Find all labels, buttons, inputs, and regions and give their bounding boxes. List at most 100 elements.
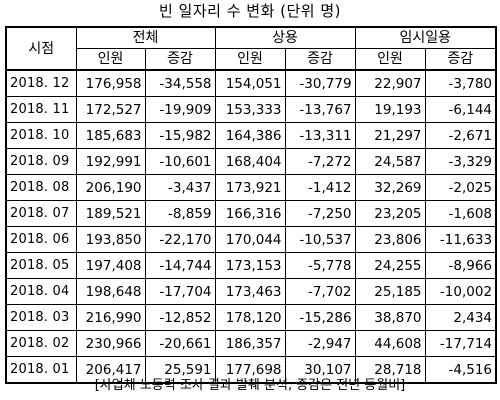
table-row: 2018. 08 206,190 -3,437 173,921 -1,412 32,269… (5, 174, 497, 201)
sub-header: 증감 (284, 48, 356, 71)
value-cell: -15,286 (284, 304, 356, 331)
sub-header: 증감 (144, 48, 216, 71)
value-cell: -14,744 (144, 252, 216, 279)
value-cell: -11,633 (424, 226, 497, 253)
value-cell: 206,417 (75, 356, 146, 384)
period-header: 시점 (5, 26, 77, 71)
period-cell: 2018. 04 (5, 278, 77, 305)
table-row: 2018. 12 176,958 -34,558 154,051 -30,779 22,9… (5, 69, 497, 97)
value-cell: -10,601 (144, 148, 216, 175)
table-row: 2018. 04 198,648 -17,704 173,463 -7,702 25,18… (5, 278, 497, 305)
value-cell: -15,982 (144, 122, 216, 149)
value-cell: -19,909 (144, 96, 216, 123)
value-cell: 164,386 (214, 122, 286, 149)
table-row: 2018. 10 185,683 -15,982 164,386 -13,311 21,2… (5, 122, 497, 149)
value-cell: 206,190 (75, 174, 146, 201)
value-cell: 189,521 (75, 200, 146, 227)
period-cell: 2018. 02 (5, 330, 77, 357)
period-cell: 2018. 06 (5, 226, 77, 253)
value-cell: -6,144 (424, 96, 497, 123)
table-row: 2018. 11 172,527 -19,909 153,333 -13,767 19,1… (5, 96, 497, 123)
sub-header: 인원 (214, 48, 286, 71)
period-cell: 2018. 10 (5, 122, 77, 149)
value-cell: -22,170 (144, 226, 216, 253)
value-cell: 216,990 (75, 304, 146, 331)
value-cell: -30,779 (284, 69, 356, 97)
value-cell: -10,537 (284, 226, 356, 253)
value-cell: 24,587 (354, 148, 426, 175)
table-row: 2018. 06 193,850 -22,170 170,044 -10,537 23,8… (5, 226, 497, 253)
sub-header: 인원 (354, 48, 426, 71)
value-cell: -2,671 (424, 122, 497, 149)
period-cell: 2018. 07 (5, 200, 77, 227)
value-cell: 44,608 (354, 330, 426, 357)
value-cell: 25,185 (354, 278, 426, 305)
header-row-groups: 시점 전체 상용 임시일용 (5, 26, 497, 71)
value-cell: -17,714 (424, 330, 497, 357)
value-cell: 198,648 (75, 278, 146, 305)
value-cell: 173,921 (214, 174, 286, 201)
value-cell: -10,002 (424, 278, 497, 305)
value-cell: -7,702 (284, 278, 356, 305)
value-cell: 32,269 (354, 174, 426, 201)
value-cell: 186,357 (214, 330, 286, 357)
value-cell: 19,193 (354, 96, 426, 123)
value-cell: 22,907 (354, 69, 426, 97)
period-cell: 2018. 09 (5, 148, 77, 175)
vacancy-table: 시점 전체 상용 임시일용 인원 증감 인원 증감 인원 증감 2018. 12… (5, 26, 498, 384)
value-cell: 185,683 (75, 122, 146, 149)
value-cell: -7,250 (284, 200, 356, 227)
value-cell: -3,329 (424, 148, 497, 175)
value-cell: 168,404 (214, 148, 286, 175)
value-cell: 24,255 (354, 252, 426, 279)
header-row-sub: 인원 증감 인원 증감 인원 증감 (6, 48, 497, 71)
period-cell: 2018. 12 (5, 69, 77, 97)
value-cell: 166,316 (214, 200, 286, 227)
value-cell: -1,412 (284, 174, 356, 201)
table-title: 빈 일자리 수 변화 (단위 명) (158, 2, 342, 20)
value-cell: -2,947 (284, 330, 356, 357)
footnote: [사업체 노동력 조사 결과 발췌 분석, 증감은 전년 동월비] (94, 378, 406, 393)
value-cell: -17,704 (144, 278, 216, 305)
value-cell: 192,991 (75, 148, 146, 175)
value-cell: 38,870 (354, 304, 426, 331)
value-cell: 23,205 (354, 200, 426, 227)
value-cell: 154,051 (214, 69, 286, 97)
value-cell: -7,272 (284, 148, 356, 175)
value-cell: 21,297 (354, 122, 426, 149)
value-cell: 172,527 (75, 96, 146, 123)
value-cell: 23,806 (354, 226, 426, 253)
period-cell: 2018. 11 (5, 96, 77, 123)
value-cell: 230,966 (75, 330, 146, 357)
value-cell: 173,463 (214, 278, 286, 305)
value-cell: 193,850 (75, 226, 146, 253)
table-row: 2018. 05 197,408 -14,744 173,153 -5,778 24,25… (5, 252, 497, 279)
sub-header: 증감 (424, 48, 497, 71)
value-cell: 176,958 (75, 69, 146, 97)
group-header-total: 전체 (75, 26, 216, 49)
value-cell: -2,025 (424, 174, 497, 201)
value-cell: -5,778 (284, 252, 356, 279)
value-cell: 170,044 (214, 226, 286, 253)
table-body: 2018. 12 176,958 -34,558 154,051 -30,779 22,9… (5, 69, 497, 384)
value-cell: -1,608 (424, 200, 497, 227)
value-cell: -13,311 (284, 122, 356, 149)
table-row: 2018. 07 189,521 -8,859 166,316 -7,250 23,205… (5, 200, 497, 227)
table-row: 2018. 03 216,990 -12,852 178,120 -15,286 38,8… (5, 304, 497, 331)
value-cell: -20,661 (144, 330, 216, 357)
value-cell: 177,698 (214, 356, 286, 384)
value-cell: -3,780 (424, 69, 497, 97)
period-cell: 2018. 08 (5, 174, 77, 201)
value-cell: -8,859 (144, 200, 216, 227)
value-cell: 153,333 (214, 96, 286, 123)
value-cell: -4,516 (424, 356, 497, 384)
period-cell: 2018. 03 (5, 304, 77, 331)
value-cell: -13,767 (284, 96, 356, 123)
value-cell: -34,558 (144, 69, 216, 97)
table-row: 2018. 09 192,991 -10,601 168,404 -7,272 24,58… (5, 148, 497, 175)
group-header-regular: 상용 (214, 26, 356, 49)
value-cell: 30,107 (284, 356, 356, 384)
value-cell: 2,434 (424, 304, 497, 331)
table-row: 2018. 01 206,417 25,591 177,698 30,107 28,718… (5, 356, 497, 384)
